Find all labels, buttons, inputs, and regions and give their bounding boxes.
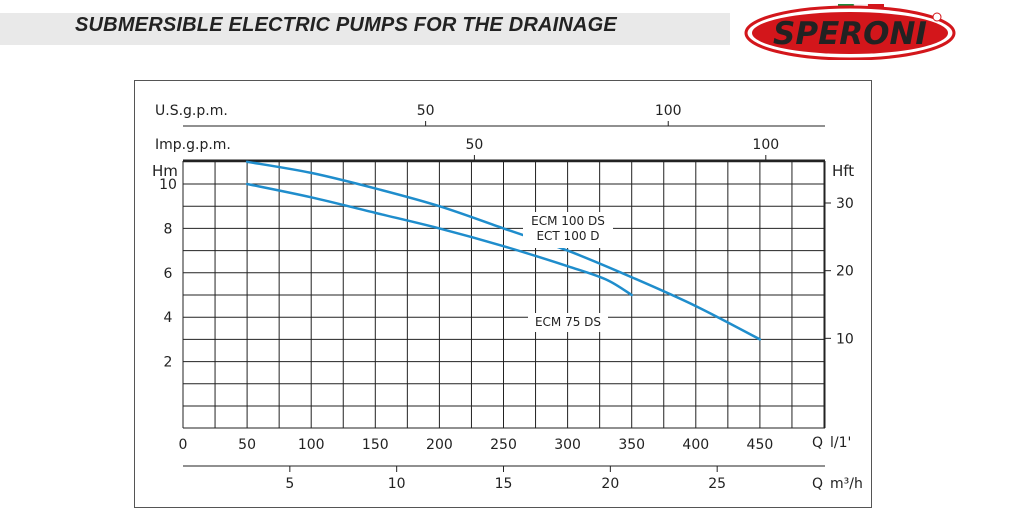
bottom-axis-prefix: Q (812, 476, 823, 492)
y2-tick-label: 20 (836, 264, 854, 280)
curve-ecm-100-ds (245, 160, 762, 341)
x-tick-label: 100 (298, 437, 325, 453)
bottom-tick-label: 25 (708, 476, 726, 492)
chart-frame (134, 80, 872, 508)
top-axis-label: U.S.g.p.m. (155, 103, 228, 119)
top-axis-label: Imp.g.p.m. (155, 137, 231, 153)
curve-ecm-75-ds (245, 182, 633, 297)
y-tick-label: 10 (159, 177, 177, 193)
bottom-tick-label: 15 (495, 476, 513, 492)
registered-mark (932, 12, 942, 22)
bottom-tick-label: 5 (285, 476, 294, 492)
y-tick-label: 4 (164, 310, 173, 326)
bottom-tick-label: 20 (601, 476, 619, 492)
x-tick-label: 450 (747, 437, 774, 453)
top-axis-tick-label: 50 (465, 137, 483, 153)
series-label-ecm-100-bg (523, 212, 613, 248)
y2-axis-label: Hft (832, 162, 854, 180)
y-tick-label: 6 (164, 266, 173, 282)
x-tick-label: 250 (490, 437, 517, 453)
series-label-ecm-100: ECM 100 DS (531, 214, 605, 228)
y2-tick-label: 30 (836, 196, 854, 212)
y-tick-label: 8 (164, 221, 173, 237)
y-axis-label: Hm (152, 162, 178, 180)
x-axis-label: l/1' (830, 435, 851, 451)
y2-tick-label: 10 (836, 331, 854, 347)
x-tick-label: 300 (554, 437, 581, 453)
logo-text: SPERONI (773, 16, 927, 52)
x-tick-label: 200 (426, 437, 453, 453)
x-tick-label: 400 (682, 437, 709, 453)
x-tick-label: 350 (618, 437, 645, 453)
x-tick-label: 50 (238, 437, 256, 453)
page-title: SUBMERSIBLE ELECTRIC PUMPS FOR THE DRAIN… (75, 14, 617, 36)
series-label-ecm-100: ECT 100 D (536, 229, 599, 243)
top-axis-tick-label: 50 (417, 103, 435, 119)
x-tick-label: 150 (362, 437, 389, 453)
logo-inner-ellipse (752, 12, 948, 54)
x-tick-label: 0 (179, 437, 188, 453)
bottom-tick-label: 10 (388, 476, 406, 492)
series-label-ecm-75: ECM 75 DS (535, 315, 601, 329)
bottom-axis-label: m³/h (830, 476, 863, 492)
speroni-logo: SPERONI (744, 4, 956, 60)
y-tick-label: 2 (164, 355, 173, 371)
header-bar (0, 13, 730, 45)
series-label-ecm-75-bg (528, 313, 608, 332)
top-axis-tick-label: 100 (655, 103, 682, 119)
x-axis-prefix: Q (812, 435, 823, 451)
top-axis-tick-label: 100 (752, 137, 779, 153)
